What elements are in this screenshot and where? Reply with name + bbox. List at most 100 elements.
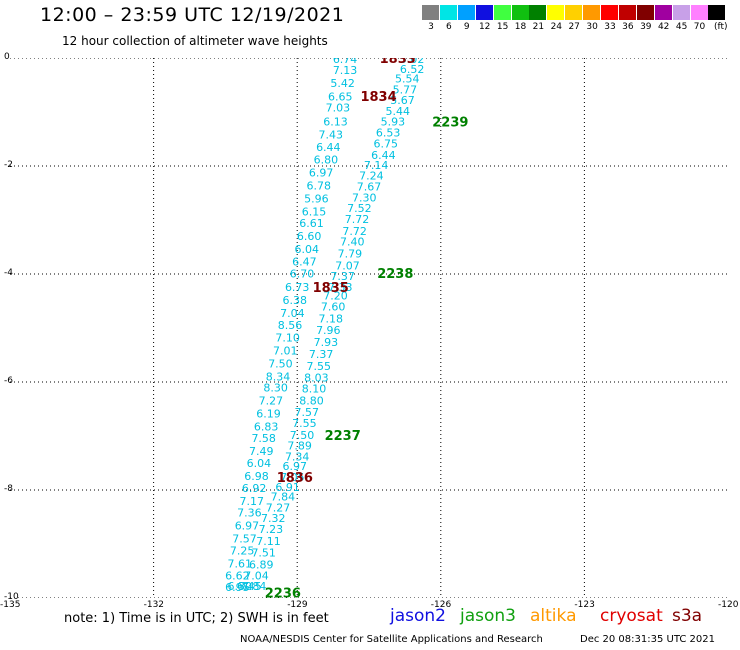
wave-height-label: 6.61 [299,217,324,230]
y-tick-label: -4 [4,268,13,278]
wave-height-label: 7.17 [239,495,264,508]
colorbar-tick-label: 27 [568,22,580,32]
wave-height-label: 7.27 [266,501,291,514]
wave-height-label: 8.03 [304,372,329,385]
wave-height-label: 6.53 [376,127,401,140]
colorbar-swatch [672,5,690,20]
wave-height-label: 7.67 [357,181,382,194]
colorbar-swatch [583,5,601,20]
colorbar-tick-label: 70 [693,22,706,32]
colorbar-tick-label: 36 [622,22,634,32]
wave-height-label: 5.77 [393,83,418,96]
colorbar-tick-label: 42 [657,22,670,32]
wave-height-label: 6.89 [249,559,274,572]
wave-height-label: 5.93 [381,116,406,129]
map-plot-area: 6.74 7.13 5.42 6.65 7.03 6.13 7.43 6.44 6.80 6.97… [10,58,728,598]
wave-height-label: 8.30 [263,381,288,394]
wave-height-label: 7.50 [290,429,315,442]
wave-height-label: 7.52 [347,202,372,215]
pass-time-label: 2239 [432,116,468,131]
wave-height-label: 7.61 [228,557,253,570]
wave-height-label: 8.80 [299,394,324,407]
colorbar-tick-label: 15 [496,22,509,32]
colorbar-tick-label: 33 [604,22,616,32]
colorbar-swatch [529,5,547,20]
x-tick-label: -132 [143,600,165,610]
wave-height-label: 7.84 [271,490,296,503]
wave-height-label: 7.60 [321,300,346,313]
colorbar-tick-label: 39 [640,22,652,32]
colorbar-tick-label: 45 [675,22,688,32]
colorbar-tick-label: 18 [514,22,527,32]
wave-height-label: 7.55 [292,417,317,430]
wave-height-label: 7.30 [352,191,377,204]
wave-height-label: 5.02 [400,58,425,66]
colorbar-tick-label: 6 [446,22,452,32]
wave-height-label: 7.51 [251,547,276,560]
wave-height-label: 7.32 [261,512,286,525]
satellite-legend-item: cryosat [600,606,663,626]
wave-height-label: 6.30 [228,580,253,593]
pass-time-label: 2238 [377,267,413,282]
satellite-legend-item: s3a [672,606,703,626]
y-tick-label: -2 [4,160,13,170]
wave-height-label: 7.05 [280,471,305,484]
wave-height-label: 6.62 [225,569,250,582]
wave-height-label: 8.34 [266,371,291,384]
x-tick-label: -126 [430,600,452,610]
wave-height-label: 6.47 [292,256,317,269]
wave-height-label: 6.92 [242,482,267,495]
wave-height-label: 7.37 [330,270,355,283]
colorbar-swatch [547,5,565,20]
page-subtitle: 12 hour collection of altimeter wave hei… [62,34,328,48]
satellite-legend-item: jason3 [460,606,516,626]
wave-height-label: 7.57 [232,533,257,546]
wave-height-label: 7.72 [345,213,370,226]
wave-height-label: 7.23 [259,523,284,536]
wave-height-label: 6.52 [400,63,425,76]
pass-time-label: 2237 [325,429,361,444]
colorbar-swatch [422,5,439,20]
note-text: note: 1) Time is in UTC; 2) SWH is in fe… [64,611,329,626]
wave-height-label: 8.10 [302,382,327,395]
y-tick-label: -10 [4,592,19,602]
pass-time-label: 1836 [277,471,313,486]
wave-height-label: 7.04 [280,307,305,320]
x-tick-label: -135 [0,600,21,610]
colorbar-tick-label: 24 [550,22,563,32]
wave-height-label: 7.07 [335,259,360,272]
page-title: 12:00 – 23:59 UTC 12/19/2021 [40,4,345,26]
wave-height-label: 6.15 [302,205,327,218]
wave-height-label: 6.04 [295,243,320,256]
wave-height-label: 7.84 [242,580,267,593]
wave-height-label: 7.01 [273,345,298,358]
colorbar-swatch [654,5,672,20]
wave-height-label: 6.97 [283,460,308,473]
colorbar-swatch [618,5,636,20]
wave-height-label: 5.96 [304,192,329,205]
wave-height-label: 7.93 [314,336,339,349]
x-tick-label: -120 [718,600,739,610]
wave-height-label: 6.44 [371,149,396,162]
wave-height-label: 7.40 [340,236,365,249]
colorbar-tick-label: 21 [532,22,545,32]
wave-height-label: 7.57 [295,406,320,419]
wave-height-label: 7.25 [230,544,255,557]
colorbar-tick-label: 12 [478,22,491,32]
wave-height-label: 7.37 [309,348,334,361]
y-tick-label: 0 [4,52,10,62]
wave-height-label: 6.44 [316,141,341,154]
wave-height-label: 7.10 [275,332,300,345]
colorbar-swatch [511,5,529,20]
y-tick-label: -8 [4,484,13,494]
pass-time-label: 1833 [380,58,416,67]
wave-height-label: 6.97 [235,520,260,533]
wave-height-label: 7.36 [237,507,262,520]
y-tick-label: -6 [4,376,13,386]
pass-time-label: 2236 [265,587,301,598]
colorbar-tick-label: 9 [463,22,470,32]
wave-height-label: 6.19 [256,407,281,420]
wave-height-label: 6.91 [275,481,300,494]
wave-height-label: 6.38 [283,294,308,307]
colorbar-swatch [636,5,654,20]
